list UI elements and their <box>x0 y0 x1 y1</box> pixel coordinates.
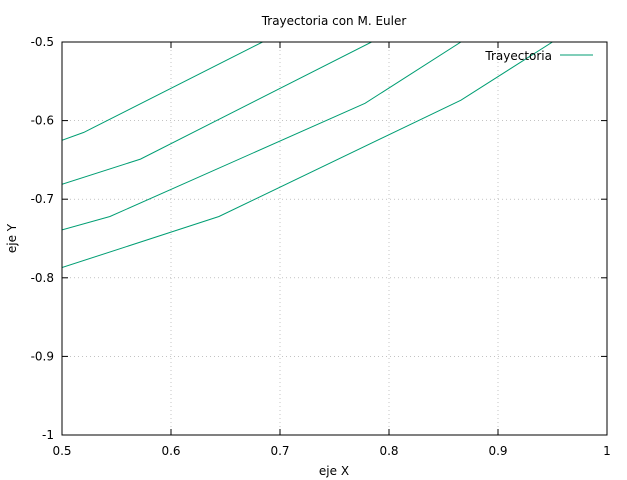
ticks <box>61 41 608 436</box>
series-line-3 <box>62 42 462 231</box>
y-tick-label: -0.5 <box>31 35 54 49</box>
grid <box>62 42 607 435</box>
y-tick-label: -1 <box>42 428 54 442</box>
legend: Trayectoria <box>484 49 593 63</box>
y-tick-label: -0.8 <box>31 271 54 285</box>
x-tick-label: 0.8 <box>379 444 398 458</box>
x-tick-label: 0.7 <box>270 444 289 458</box>
x-tick-label: 1 <box>603 444 611 458</box>
series-line-1 <box>62 42 263 141</box>
series-line-4 <box>62 42 553 269</box>
y-tick-label: -0.6 <box>31 114 54 128</box>
y-tick-label: -0.7 <box>31 192 54 206</box>
y-axis-title: eje Y <box>5 223 19 253</box>
x-tick-label: 0.5 <box>52 444 71 458</box>
x-tick-label: 0.9 <box>488 444 507 458</box>
series-layer <box>62 42 553 269</box>
plot-frame <box>61 41 608 436</box>
legend-label: Trayectoria <box>484 49 552 63</box>
y-tick-label: -0.9 <box>31 349 54 363</box>
series-line-2 <box>62 42 372 185</box>
x-tick-label: 0.6 <box>161 444 180 458</box>
tick-labels: 0.5 0.6 0.7 0.8 0.9 1 -1 -0.9 -0.8 -0.7 -0.6 -0.5 <box>31 35 611 458</box>
x-axis-title: eje X <box>319 464 349 478</box>
chart-title: Trayectoria con M. Euler <box>261 14 407 28</box>
